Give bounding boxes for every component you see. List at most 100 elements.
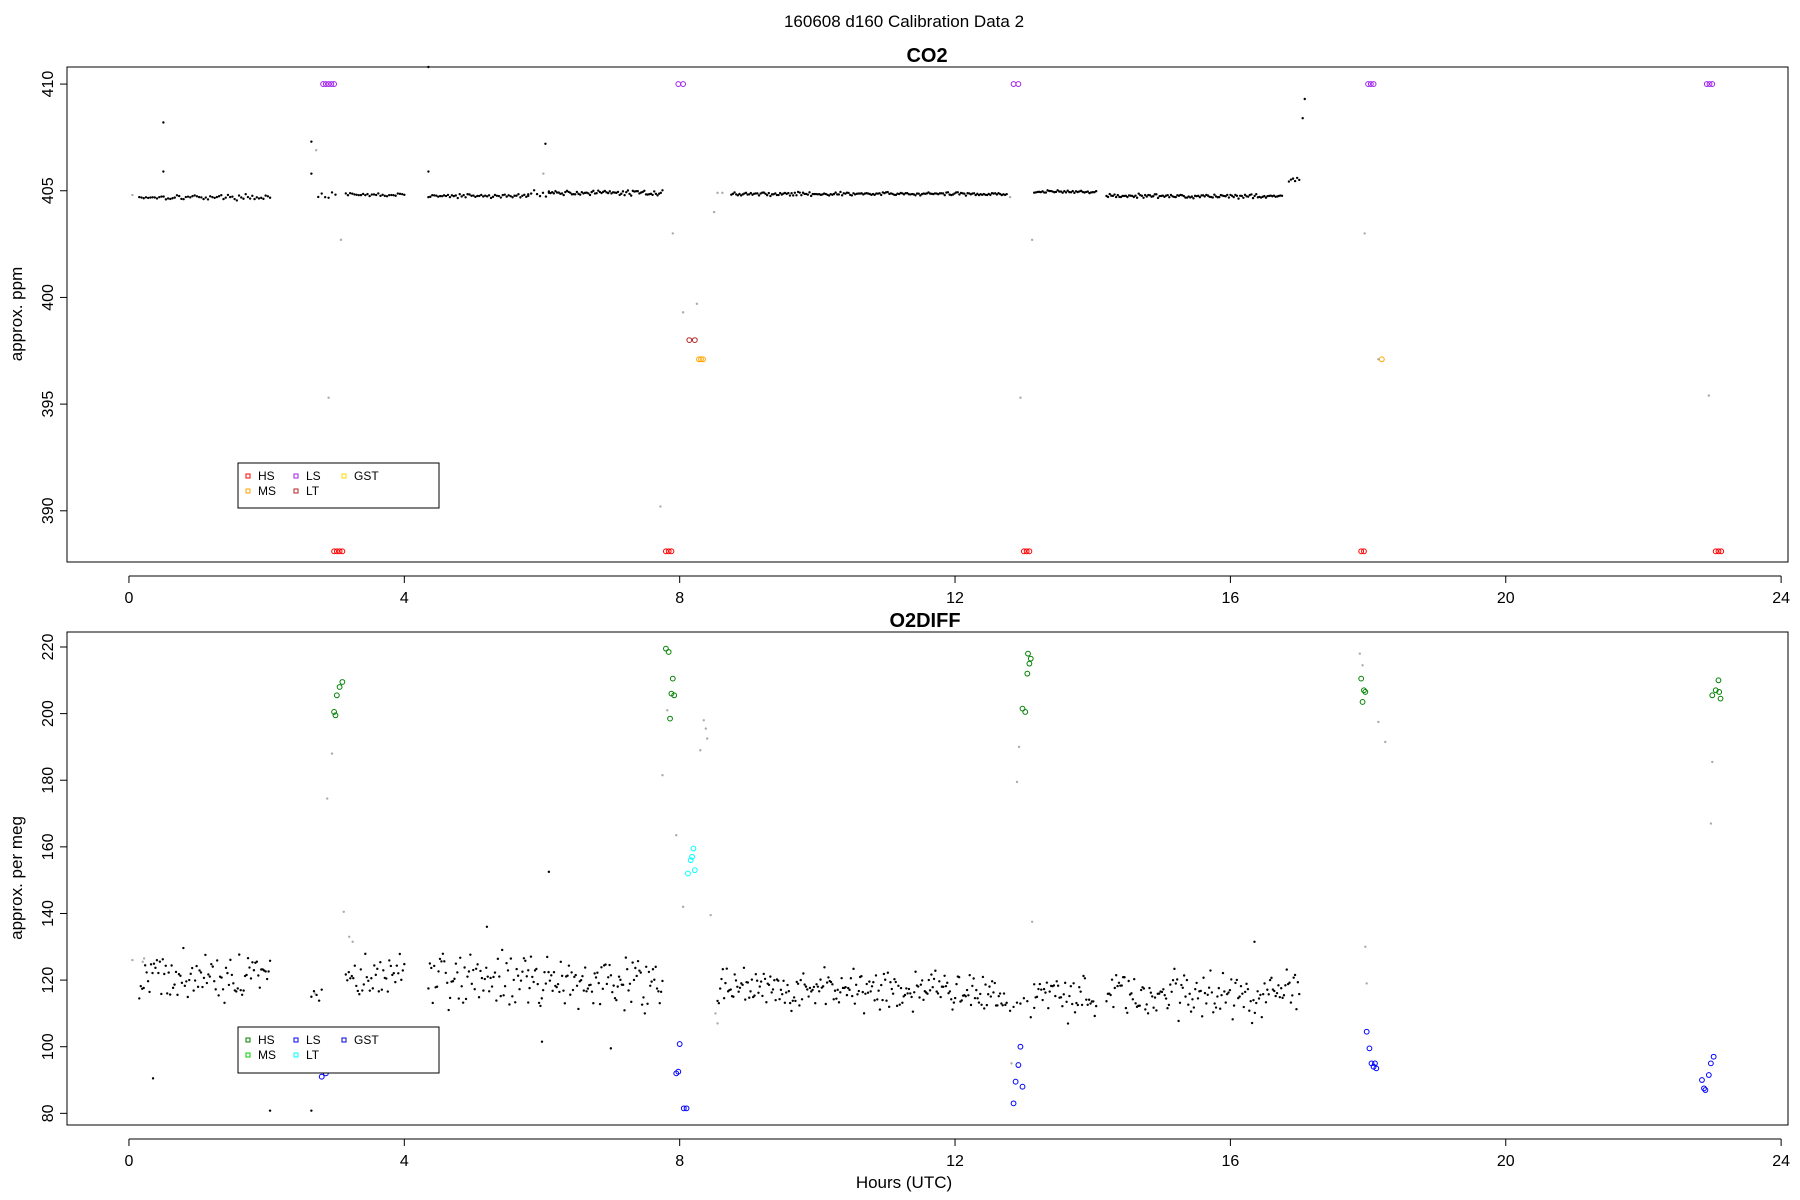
o2diff-data-point <box>1280 987 1283 990</box>
legend-label: LT <box>306 1048 320 1062</box>
o2diff-data-point <box>981 975 985 979</box>
o2diff-data-point <box>1270 976 1273 980</box>
o2diff-data-point <box>391 973 394 977</box>
legend-swatch <box>293 1052 299 1058</box>
o2diff-data-point <box>170 964 173 967</box>
o2diff-data-point <box>459 956 462 959</box>
o2diff-calibration-point <box>1715 677 1722 684</box>
co2-data-point <box>793 191 797 194</box>
o2diff-data-point <box>964 995 967 998</box>
o2diff-data-point <box>977 1001 981 1004</box>
o2diff-data-point <box>239 988 242 992</box>
co2-data-point <box>209 195 212 198</box>
co2-data-point <box>195 195 199 198</box>
o2diff-calibration-point <box>663 645 669 652</box>
co2-data-point <box>1182 194 1185 198</box>
co2-data-point <box>519 196 522 199</box>
o2diff-data-point <box>969 1003 973 1007</box>
co2-data-point <box>1086 190 1089 193</box>
co2-data-point <box>1303 97 1306 101</box>
o2diff-data-point <box>211 965 214 968</box>
o2diff-data-point <box>438 957 442 961</box>
co2-data-point <box>466 193 469 196</box>
co2-data-point <box>749 191 753 195</box>
o2diff-data-point <box>1022 997 1026 1000</box>
o2diff-data-point <box>176 993 179 997</box>
o2diff-data-point <box>1249 1000 1252 1003</box>
co2-data-point <box>989 193 992 197</box>
co2-data-point <box>595 192 598 195</box>
o2diff-data-point <box>1199 989 1202 993</box>
o2diff-data-point <box>1138 1004 1141 1007</box>
o2diff-data-point <box>1017 745 1021 749</box>
x-tick-label: 4 <box>400 590 409 607</box>
o2diff-data-point <box>1000 1002 1003 1005</box>
co2-data-point <box>1148 194 1152 197</box>
co2-data-point <box>1174 195 1177 199</box>
o2diff-data-point <box>993 981 996 985</box>
co2-calibration-point <box>1709 81 1716 87</box>
co2-data-point <box>442 194 446 197</box>
o2diff-data-point <box>845 993 849 997</box>
o2diff-data-point <box>380 988 384 991</box>
o2diff-data-point <box>746 981 750 984</box>
o2diff-data-point <box>753 994 756 997</box>
o2diff-data-point <box>1227 991 1230 994</box>
co2-calibration-point <box>1378 356 1385 363</box>
x-tick-label: 16 <box>1221 590 1239 607</box>
o2diff-data-point <box>986 993 990 996</box>
o2diff-data-point <box>1120 984 1123 987</box>
o2diff-data-point <box>804 985 808 988</box>
co2-calibration-point <box>328 81 335 87</box>
o2diff-calibration-point <box>683 1105 690 1112</box>
o2diff-data-point <box>472 968 475 972</box>
o2diff-data-point <box>370 977 373 980</box>
co2-data-point <box>616 190 620 194</box>
co2-data-point <box>262 197 265 201</box>
o2diff-data-point <box>1207 986 1211 989</box>
o2diff-data-point <box>377 990 381 993</box>
co2-data-point <box>1111 194 1115 198</box>
o2diff-data-point <box>180 981 184 985</box>
o2diff-data-point <box>495 999 498 1002</box>
co2-data-point <box>523 193 526 196</box>
o2diff-data-point <box>1133 977 1136 981</box>
o2diff-data-point <box>182 946 185 950</box>
o2diff-plot-title: O2DIFF <box>889 610 960 632</box>
co2-data-point <box>798 191 801 194</box>
o2diff-data-point <box>235 990 238 993</box>
o2diff-data-point <box>1231 1018 1234 1021</box>
o2diff-data-point <box>823 966 826 969</box>
o2diff-data-point <box>1187 1003 1190 1006</box>
co2-data-point <box>458 192 461 196</box>
o2diff-data-point <box>1248 1009 1251 1012</box>
o2diff-calibration-point <box>1716 689 1723 695</box>
co2-data-point <box>643 189 646 193</box>
o2diff-data-point <box>1010 1062 1013 1065</box>
co2-data-point <box>651 193 654 197</box>
co2-data-point <box>847 191 850 195</box>
legend-label: HS <box>258 469 275 483</box>
o2diff-data-point <box>1061 1005 1064 1008</box>
o2diff-data-point <box>427 987 430 990</box>
o2diff-data-point <box>1220 993 1223 997</box>
o2diff-data-point <box>1365 982 1368 985</box>
co2-data-point <box>873 193 876 197</box>
o2diff-calibration-point <box>1709 692 1716 699</box>
o2diff-data-point <box>466 975 469 978</box>
o2diff-data-point <box>1112 1005 1115 1009</box>
co2-data-point <box>597 189 600 192</box>
co2-calibration-point <box>1718 548 1725 555</box>
o2diff-data-point <box>514 1001 517 1004</box>
o2diff-calibration-point <box>1717 695 1724 702</box>
o2diff-data-point <box>1117 981 1121 984</box>
o2diff-data-point <box>913 991 916 994</box>
o2diff-data-point <box>816 985 820 988</box>
o2diff-data-point <box>881 998 884 1002</box>
co2-data-point <box>795 194 798 197</box>
o2diff-data-point <box>167 971 170 974</box>
o2diff-data-point <box>1180 983 1183 987</box>
o2diff-data-point <box>840 976 843 980</box>
co2-data-point <box>480 193 483 197</box>
o2diff-data-point <box>1289 1001 1293 1004</box>
